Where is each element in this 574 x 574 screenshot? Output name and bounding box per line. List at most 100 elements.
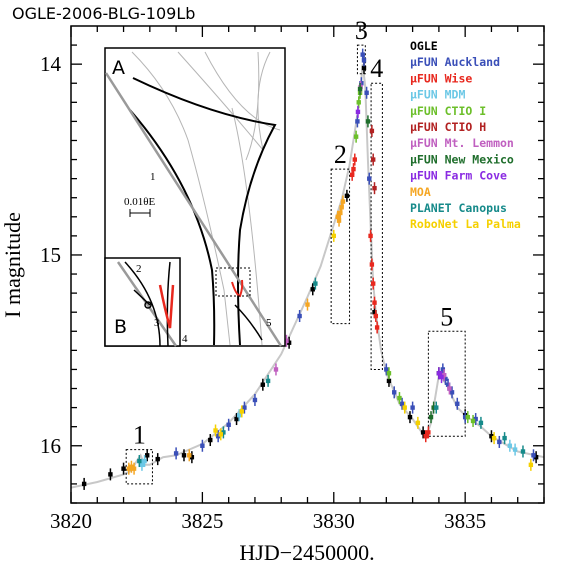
zoom-box-4 bbox=[370, 82, 383, 370]
inset-b-red-crossing bbox=[158, 284, 175, 329]
data-point bbox=[502, 435, 507, 441]
data-point bbox=[443, 376, 448, 382]
data-point bbox=[415, 420, 421, 426]
data-point bbox=[497, 439, 502, 445]
data-point bbox=[213, 428, 218, 433]
data-point bbox=[286, 340, 292, 345]
data-point bbox=[434, 405, 439, 410]
data-point bbox=[410, 405, 415, 410]
data-point bbox=[462, 414, 468, 420]
inset-b-source-point bbox=[144, 301, 152, 309]
legend-entry: μFUN Wise bbox=[410, 71, 472, 85]
data-point bbox=[373, 313, 379, 319]
zoom-box-label-5: 5 bbox=[440, 302, 453, 331]
data-point bbox=[173, 451, 179, 456]
data-point bbox=[361, 58, 367, 63]
data-point bbox=[361, 65, 367, 71]
data-point bbox=[126, 466, 132, 471]
data-point bbox=[364, 90, 369, 95]
inset-b-caustic-1 bbox=[124, 261, 161, 347]
data-point bbox=[372, 300, 377, 305]
data-point bbox=[81, 481, 87, 487]
data-point bbox=[368, 233, 373, 239]
data-point bbox=[369, 128, 375, 134]
data-point bbox=[108, 472, 113, 477]
data-point bbox=[447, 386, 452, 391]
inset-caustic-gray-4 bbox=[245, 51, 260, 161]
inset-caustic-gray-3 bbox=[204, 51, 281, 131]
legend-entry: PLANET Canopus bbox=[410, 201, 507, 215]
data-point bbox=[189, 455, 195, 460]
data-point bbox=[441, 372, 447, 378]
data-point bbox=[310, 287, 315, 292]
legend-entry: μFUN Farm Cove bbox=[410, 169, 507, 183]
data-point bbox=[528, 462, 534, 468]
inset-caustic-gray-1 bbox=[131, 51, 231, 346]
data-point bbox=[121, 466, 126, 471]
zoom-box-label-3: 3 bbox=[355, 16, 368, 45]
data-point bbox=[129, 464, 134, 469]
x-tick-label: 3835 bbox=[444, 509, 486, 533]
data-point bbox=[252, 397, 258, 403]
data-point bbox=[507, 443, 513, 448]
data-point bbox=[365, 119, 371, 124]
data-point bbox=[355, 109, 361, 115]
legend-entry: μFUN CTIO H bbox=[410, 120, 486, 134]
data-point bbox=[242, 405, 247, 410]
data-point bbox=[360, 52, 365, 57]
data-point bbox=[187, 453, 192, 458]
data-point bbox=[478, 420, 484, 426]
data-point bbox=[313, 281, 318, 286]
data-point bbox=[357, 86, 363, 92]
data-point bbox=[331, 233, 336, 239]
data-point bbox=[284, 338, 289, 344]
data-point bbox=[431, 405, 436, 410]
x-axis-label: HJD−2450000. bbox=[239, 540, 374, 565]
data-point bbox=[297, 313, 302, 319]
inset-caustic-black-2 bbox=[129, 109, 216, 346]
data-point bbox=[372, 185, 377, 191]
data-point bbox=[402, 405, 407, 410]
zoom-box-label-4: 4 bbox=[370, 54, 383, 83]
data-point bbox=[386, 371, 392, 376]
zoom-box-label-2: 2 bbox=[334, 140, 347, 169]
inset-zoom-box bbox=[215, 267, 251, 297]
data-point bbox=[369, 262, 375, 267]
data-point bbox=[491, 435, 497, 441]
inset-label-a: A bbox=[112, 57, 125, 79]
data-point bbox=[145, 453, 150, 458]
y-tick-label: 14 bbox=[40, 52, 62, 76]
y-tick-label: 16 bbox=[40, 434, 61, 458]
data-point bbox=[407, 414, 413, 420]
data-point bbox=[208, 437, 213, 443]
data-point bbox=[351, 166, 356, 172]
zoom-box-2 bbox=[330, 168, 351, 325]
inset-source-trajectory bbox=[104, 72, 283, 347]
data-point bbox=[470, 418, 476, 424]
caustic-inset: A 1 5 0.01θE B 2 3 4 bbox=[104, 47, 286, 347]
legend-entry: MOA bbox=[410, 185, 431, 199]
inset-point-1: 1 bbox=[150, 171, 156, 183]
data-point bbox=[465, 414, 470, 420]
data-point bbox=[386, 378, 392, 384]
data-point bbox=[359, 81, 364, 86]
y-axis-label: I magnitude bbox=[0, 212, 25, 318]
data-point bbox=[455, 401, 460, 406]
data-point bbox=[226, 422, 231, 427]
data-point bbox=[356, 100, 361, 105]
legend-entry: μFUN Auckland bbox=[410, 55, 500, 69]
data-point bbox=[374, 325, 380, 330]
data-point bbox=[370, 157, 376, 162]
data-point bbox=[335, 214, 340, 219]
x-tick-label: 3820 bbox=[50, 509, 92, 533]
data-point bbox=[338, 210, 343, 216]
data-point bbox=[439, 374, 444, 380]
data-point bbox=[340, 199, 346, 204]
data-point bbox=[200, 443, 205, 448]
inset-caustic-gray-5 bbox=[231, 107, 263, 346]
data-point bbox=[265, 378, 271, 384]
zoom-box-5 bbox=[427, 330, 466, 437]
data-point bbox=[142, 458, 147, 464]
legend-entry: μFUN Mt. Lemmon bbox=[410, 136, 514, 150]
data-point bbox=[489, 434, 494, 439]
